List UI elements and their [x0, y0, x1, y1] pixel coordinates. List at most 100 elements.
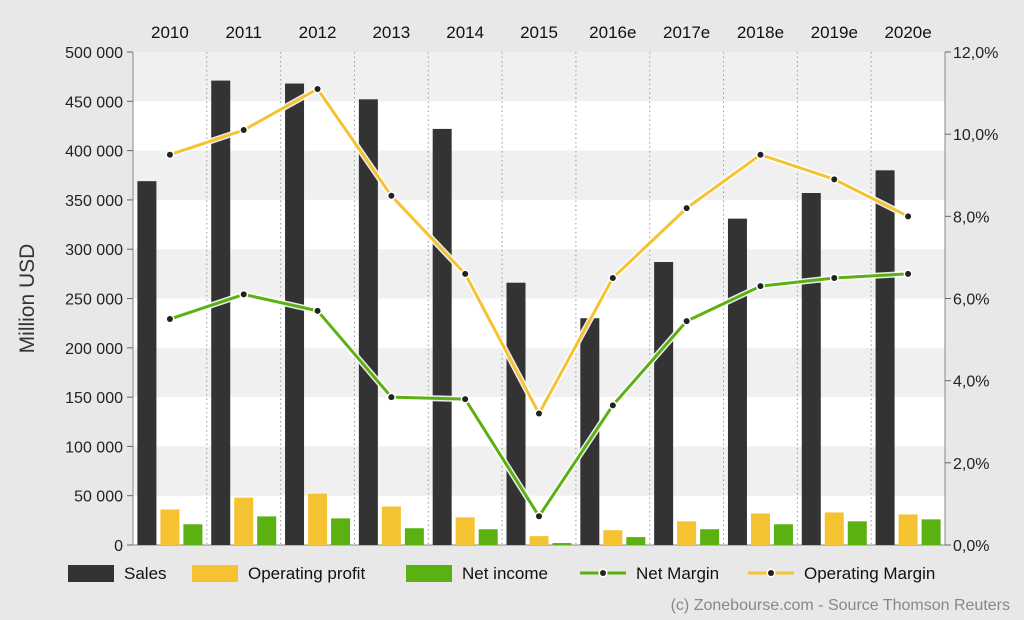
net-margin-point — [462, 396, 469, 403]
bar-operating-profit — [750, 513, 770, 545]
x-tick-label: 2014 — [446, 23, 484, 42]
y2-tick-label: 12,0% — [953, 45, 998, 62]
grid-band — [133, 150, 945, 200]
bar-sales — [211, 80, 231, 546]
x-tick-label: 2016e — [589, 23, 636, 42]
operating-margin-point — [757, 151, 764, 158]
legend-label-net-margin: Net Margin — [636, 564, 719, 583]
bar-net-income — [257, 516, 277, 545]
bar-net-income — [773, 524, 793, 545]
operating-margin-point — [683, 205, 690, 212]
operating-margin-point — [536, 410, 542, 417]
grid-band — [133, 446, 945, 496]
bar-net-income — [700, 529, 720, 545]
net-margin-point — [314, 307, 321, 314]
bar-sales — [358, 99, 378, 545]
legend-marker-net-margin — [600, 570, 606, 576]
legend-label-sales: Sales — [124, 564, 167, 583]
y-axis-label: Million USD — [16, 244, 39, 354]
legend-swatch-net-income — [406, 565, 452, 582]
net-margin-point — [388, 394, 395, 401]
x-tick-label: 2013 — [372, 23, 410, 42]
operating-margin-point — [314, 85, 321, 92]
bar-sales — [137, 181, 157, 545]
bar-sales — [580, 318, 600, 545]
grid-band — [133, 249, 945, 299]
x-tick-label: 2015 — [520, 23, 558, 42]
y-tick-label: 450 000 — [65, 94, 123, 111]
operating-margin-point — [609, 274, 616, 281]
bar-series — [137, 80, 941, 546]
bar-operating-profit — [898, 514, 918, 545]
x-tick-label: 2012 — [299, 23, 337, 42]
y-tick-label: 200 000 — [65, 341, 123, 358]
source-credit: (c) Zonebourse.com - Source Thomson Reut… — [671, 597, 1010, 614]
bar-net-income — [626, 537, 646, 545]
axes: 0 50 000 100 000 150 000 200 000 250 000 300 0… — [65, 23, 998, 555]
net-margin-point — [609, 402, 616, 409]
bar-sales — [727, 218, 747, 545]
bar-net-income — [183, 524, 203, 545]
y2-tick-label: 4,0% — [953, 374, 989, 391]
y2-tick-label: 8,0% — [953, 209, 989, 226]
bar-operating-profit — [234, 497, 254, 545]
net-margin-point — [683, 318, 690, 325]
bar-sales — [506, 282, 526, 545]
legend-label-operating-margin: Operating Margin — [804, 564, 935, 583]
y-tick-label: 0 — [114, 538, 123, 555]
net-margin-point — [240, 291, 247, 298]
legend: Sales Operating profit Net income Net Margi… — [68, 564, 935, 583]
bar-net-income — [921, 519, 941, 545]
bar-sales — [285, 83, 305, 545]
y-tick-label: 400 000 — [65, 144, 123, 161]
x-tick-label: 2020e — [884, 23, 931, 42]
bar-sales — [654, 262, 674, 545]
x-tick-label: 2019e — [811, 23, 858, 42]
x-tick-label: 2017e — [663, 23, 710, 42]
y-tick-label: 100 000 — [65, 439, 123, 456]
operating-margin-point — [905, 213, 912, 220]
grid-band — [133, 52, 945, 102]
net-margin-point — [831, 274, 838, 281]
y-tick-label: 500 000 — [65, 45, 123, 62]
operating-margin-point — [166, 151, 173, 158]
bar-net-income — [331, 518, 351, 545]
bar-operating-profit — [160, 509, 180, 545]
bar-net-income — [552, 543, 572, 545]
bar-operating-profit — [677, 521, 697, 545]
bar-operating-profit — [308, 493, 328, 545]
operating-margin-point — [462, 270, 469, 277]
y2-tick-label: 10,0% — [953, 127, 998, 144]
operating-margin-point — [831, 176, 838, 183]
legend-swatch-sales — [68, 565, 114, 582]
bar-operating-profit — [381, 506, 401, 545]
bar-sales — [801, 192, 821, 546]
grid-band — [133, 347, 945, 398]
y-tick-label: 150 000 — [65, 390, 123, 407]
line-series — [165, 84, 913, 521]
legend-label-operating-profit: Operating profit — [248, 564, 365, 583]
y-tick-label: 50 000 — [74, 489, 123, 506]
bar-net-income — [404, 528, 424, 545]
legend-swatch-operating-profit — [192, 565, 238, 582]
net-margin-point — [166, 316, 173, 323]
y2-tick-label: 2,0% — [953, 456, 989, 473]
x-tick-label: 2010 — [151, 23, 189, 42]
bar-net-income — [478, 529, 498, 545]
operating-margin-point — [240, 127, 247, 134]
y-tick-label: 250 000 — [65, 292, 123, 309]
y-tick-label: 350 000 — [65, 193, 123, 210]
bar-operating-profit — [529, 536, 549, 545]
net-margin-point — [905, 270, 912, 277]
legend-label-net-income: Net income — [462, 564, 548, 583]
bar-sales — [432, 128, 452, 545]
y-tick-label: 300 000 — [65, 242, 123, 259]
operating-margin-point — [388, 192, 395, 199]
y2-tick-label: 6,0% — [953, 292, 989, 309]
x-tick-label: 2018e — [737, 23, 784, 42]
bar-operating-profit — [455, 517, 475, 545]
x-tick-label: 2011 — [225, 23, 262, 42]
legend-marker-operating-margin — [768, 570, 774, 576]
